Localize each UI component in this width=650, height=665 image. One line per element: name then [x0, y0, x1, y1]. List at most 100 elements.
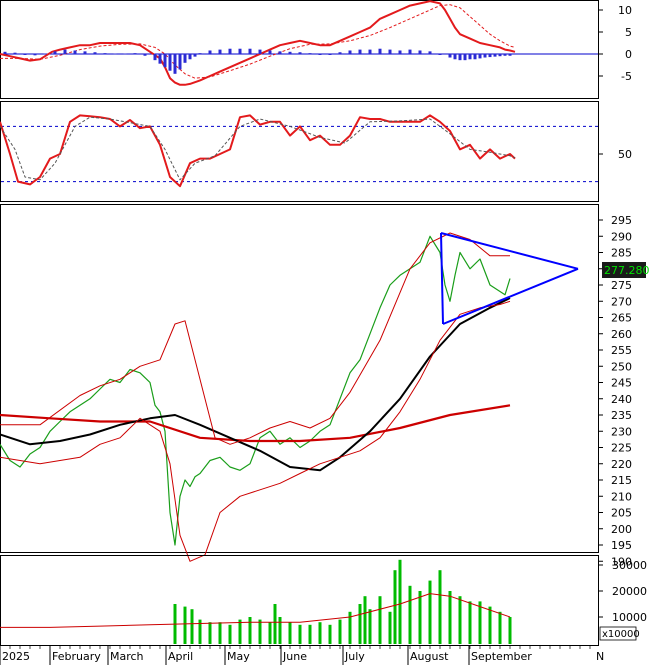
- price-ytick-label: 290: [611, 230, 632, 243]
- macd-histogram-bar: [133, 53, 137, 55]
- last-price-label: 277.280: [604, 264, 650, 277]
- price-ytick-label: 255: [611, 344, 632, 357]
- x-axis-month-label: May: [227, 650, 250, 663]
- macd-histogram-bar: [298, 52, 302, 54]
- macd-histogram-bar: [73, 50, 77, 54]
- macd-histogram-bar: [473, 54, 477, 60]
- volume-ytick-label: 30000: [612, 559, 647, 572]
- volume-volume-bar: [448, 591, 452, 644]
- macd-histogram-bar: [418, 50, 422, 54]
- volume-volume-bar: [288, 622, 292, 644]
- price-ytick-label: 265: [611, 312, 632, 325]
- oscillator-signal-line: [0, 116, 516, 181]
- macd-frame: [0, 0, 599, 99]
- macd-macd-line: [0, 0, 516, 86]
- macd-histogram-bar: [178, 54, 182, 70]
- price-triangle-bottom-line: [442, 267, 579, 325]
- macd-ytick-label: 5: [625, 26, 632, 39]
- volume-volume-bar: [478, 601, 482, 644]
- price-ytick-label: 215: [611, 474, 632, 487]
- macd-histogram-bar: [208, 50, 212, 54]
- last-price-badge: 277.280: [602, 262, 650, 278]
- price-ytick-label: 230: [611, 425, 632, 438]
- macd-histogram-bar: [188, 54, 192, 60]
- macd-histogram-bar: [183, 54, 187, 63]
- macd-histogram-bar: [163, 54, 167, 68]
- macd-histogram-bar: [63, 49, 67, 54]
- volume-volume-bar: [198, 619, 202, 644]
- volume-volume-bar: [328, 624, 332, 644]
- macd-histogram-bar: [268, 50, 272, 54]
- macd-signal-line: [0, 4, 516, 79]
- macd-histogram-bar: [83, 51, 87, 54]
- macd-histogram-bar: [408, 49, 412, 54]
- volume-volume-bar: [348, 611, 352, 644]
- macd-histogram-bar: [13, 52, 17, 54]
- price-panel: 2952902852802752702652602552502452402352…: [0, 204, 632, 568]
- volume-volume-bar: [298, 624, 302, 644]
- macd-histogram-bar: [428, 51, 432, 54]
- macd-histogram-bar: [173, 54, 177, 74]
- macd-histogram-bar: [483, 54, 487, 58]
- volume-volume-bar: [428, 580, 432, 644]
- volume-volume-bar: [438, 570, 442, 644]
- volume-volume-bar: [238, 619, 242, 644]
- x-axis-month-label: February: [52, 650, 101, 663]
- volume-volume-bar: [183, 606, 187, 644]
- volume-volume-bar: [208, 622, 212, 644]
- volume-volume-bar: [248, 617, 252, 644]
- volume-volume-bar: [258, 619, 262, 644]
- macd-histogram-bar: [488, 54, 492, 58]
- oscillator-frame: [0, 101, 599, 202]
- macd-histogram-bar: [458, 54, 462, 61]
- price-ma-medium-line: [0, 297, 511, 472]
- macd-histogram-bar: [158, 54, 162, 64]
- macd-histogram-bar: [93, 52, 97, 54]
- volume-volume-bar: [378, 596, 382, 644]
- price-ytick-label: 195: [611, 539, 632, 552]
- x-axis-trailing-label: N: [596, 650, 604, 663]
- volume-unit-box: [599, 626, 637, 641]
- macd-histogram-bar: [463, 54, 467, 61]
- volume-volume-bar: [488, 606, 492, 644]
- price-ytick-label: 250: [611, 360, 632, 373]
- macd-histogram-bar: [453, 54, 457, 60]
- x-axis-month-label: March: [110, 650, 144, 663]
- price-ytick-label: 190: [611, 555, 632, 568]
- macd-histogram-bar: [43, 53, 47, 55]
- price-triangle-top-line: [440, 232, 579, 270]
- volume-volume-bar: [218, 622, 222, 644]
- macd-ytick-label: 10: [618, 4, 632, 17]
- macd-histogram-bar: [3, 51, 7, 54]
- price-ytick-label: 225: [611, 442, 632, 455]
- macd-histogram-bar: [448, 54, 452, 58]
- volume-volume-bar: [228, 624, 232, 644]
- volume-volume-bar: [308, 624, 312, 644]
- volume-volume-bar: [190, 609, 194, 644]
- macd-histogram-bar: [143, 54, 147, 56]
- x-axis-month-label: August: [410, 650, 449, 663]
- oscillator-main-line: [0, 114, 516, 188]
- macd-histogram-bar: [218, 49, 222, 54]
- volume-volume-bar: [273, 604, 277, 644]
- volume-volume-bar: [498, 611, 502, 644]
- price-ytick-label: 200: [611, 523, 632, 536]
- price-ytick-label: 240: [611, 393, 632, 406]
- price-ma-long-line: [0, 404, 511, 443]
- macd-histogram-bar: [113, 53, 117, 55]
- price-frame: [0, 204, 599, 553]
- macd-histogram-bar: [193, 54, 197, 57]
- macd-histogram-bar: [228, 48, 232, 54]
- x-axis-month-label: September: [471, 650, 532, 663]
- macd-histogram-bar: [153, 54, 157, 61]
- volume-volume-bar: [468, 601, 472, 644]
- macd-histogram-bar: [468, 54, 472, 60]
- volume-volume-bar: [398, 559, 402, 644]
- volume-volume-bar: [318, 622, 322, 644]
- price-ytick-label: 205: [611, 507, 632, 520]
- macd-histogram-bar: [238, 48, 242, 54]
- macd-histogram-bar: [358, 49, 362, 54]
- last-price-badge-bg: [602, 262, 646, 278]
- volume-volume-ma-line: [0, 593, 511, 628]
